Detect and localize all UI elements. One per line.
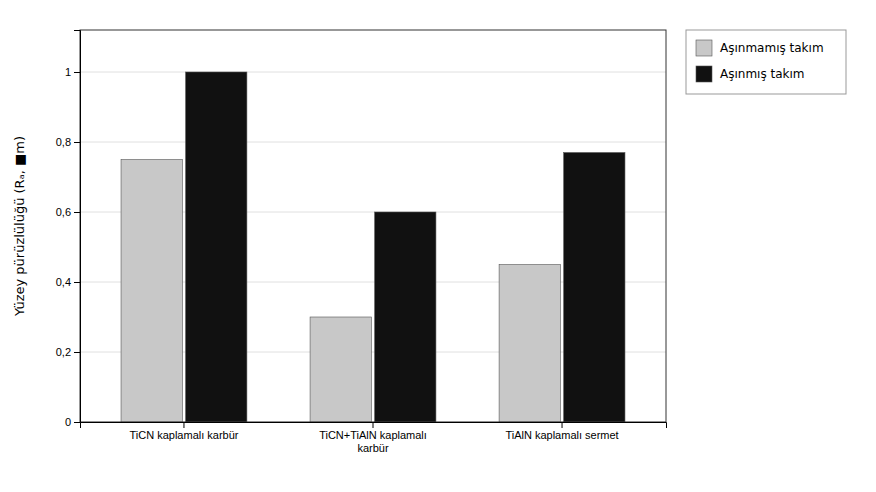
bar	[186, 72, 247, 422]
grid-line	[80, 142, 666, 143]
legend-swatch	[696, 66, 712, 82]
y-axis-title: Yüzey pürüzlülüğü (Rₐ, ■m)	[12, 136, 27, 317]
grid	[80, 72, 666, 422]
tick: 0,8	[56, 136, 80, 148]
tick-mark	[74, 422, 80, 423]
tick-mark	[74, 142, 80, 143]
tick-mark	[373, 422, 374, 428]
tick-label: TiCN kaplamalı karbür	[129, 429, 238, 441]
tick-mark	[74, 72, 80, 73]
legend-frame	[686, 30, 846, 94]
tick-label: 0	[65, 416, 71, 428]
tick-label: 1	[65, 66, 71, 78]
tick: TiCN kaplamalı karbür	[129, 422, 238, 441]
tick: 0,2	[56, 346, 80, 358]
tick-mark	[74, 212, 80, 213]
tick: 0,6	[56, 206, 80, 218]
tick: TiAlN kaplamalı sermet	[505, 422, 618, 441]
legend-swatch	[696, 40, 712, 56]
bar	[121, 160, 182, 423]
tick-label: TiAlN kaplamalı sermet	[505, 429, 618, 441]
tick-mark	[74, 352, 80, 353]
plot: 0 0,2 0,4 0,6 0,8 1 TiCN kaplamalı karbür TiCN+…	[56, 30, 667, 454]
tick: 1	[65, 66, 80, 78]
tick: 0,4	[56, 276, 80, 288]
bar	[310, 317, 371, 422]
tick-mark	[562, 422, 563, 428]
bar	[375, 212, 436, 422]
legend-item: Aşınmış takım	[696, 66, 805, 82]
tick-label: TiCN+TiAlN kaplamalıkarbür	[319, 429, 427, 454]
tick-label: 0,2	[56, 346, 71, 358]
tick-mark	[74, 282, 80, 283]
x-axis: TiCN kaplamalı karbür TiCN+TiAlN kaplamal…	[81, 422, 667, 454]
y-axis: 0 0,2 0,4 0,6 0,8 1	[56, 31, 81, 429]
bar	[499, 265, 560, 423]
legend-label: Aşınmış takım	[720, 67, 805, 81]
grid-line	[80, 72, 666, 73]
plot-frame	[80, 30, 666, 422]
bars	[121, 72, 625, 422]
tick: 0	[65, 416, 80, 428]
tick-mark	[183, 422, 184, 428]
chart: 0 0,2 0,4 0,6 0,8 1 TiCN kaplamalı karbür TiCN+…	[0, 0, 876, 492]
legend-label: Aşınmamış takım	[720, 41, 824, 55]
axis-line	[74, 31, 81, 423]
bar	[564, 153, 625, 423]
legend: Aşınmamış takım Aşınmış takım	[686, 30, 846, 94]
tick: TiCN+TiAlN kaplamalıkarbür	[319, 422, 427, 454]
tick-label: 0,6	[56, 206, 71, 218]
tick-label: 0,4	[56, 276, 71, 288]
series	[186, 72, 625, 422]
legend-item: Aşınmamış takım	[696, 40, 824, 56]
axis-line	[81, 423, 667, 429]
tick-label: 0,8	[56, 136, 71, 148]
